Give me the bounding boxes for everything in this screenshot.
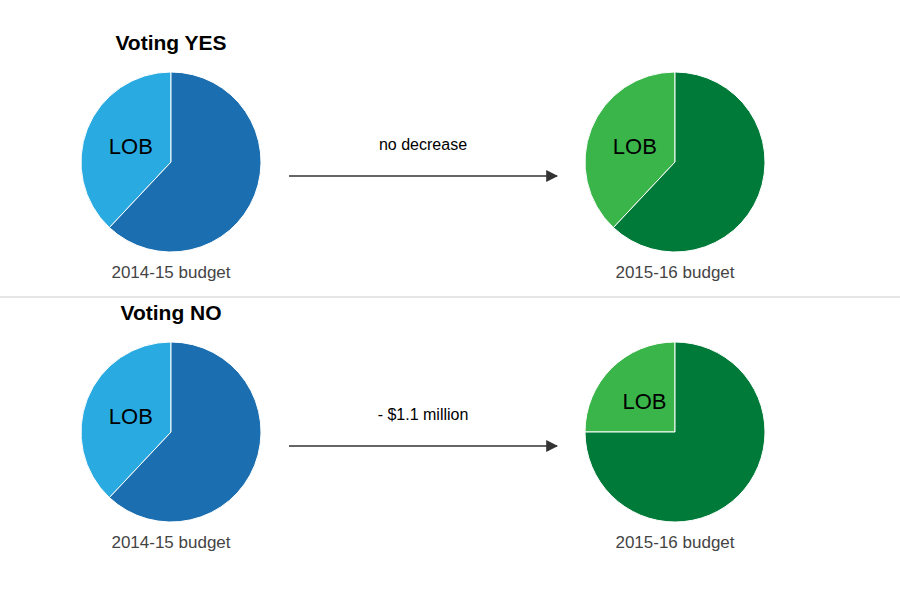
pie-label: 2015-16 budget [615, 533, 734, 552]
pie-slice [613, 72, 765, 252]
arrow [289, 175, 557, 177]
chart-title: Voting YES [115, 31, 226, 54]
pie: LOB [81, 72, 261, 252]
slice-label: LOB [109, 134, 153, 159]
pie: LOB [585, 72, 765, 252]
slice-label: LOB [622, 389, 666, 414]
pie-slice [109, 342, 261, 522]
pie-label: 2015-16 budget [615, 263, 734, 282]
row-divider [0, 297, 900, 298]
chart-title: Voting NO [120, 301, 221, 324]
pie-slice [585, 342, 765, 522]
pie: LOB [585, 342, 765, 522]
annotation: no decrease [379, 136, 467, 153]
pie: LOB [81, 342, 261, 522]
pie-label: 2014-15 budget [111, 533, 230, 552]
arrow [289, 445, 557, 447]
slice-label: LOB [613, 134, 657, 159]
pie-label: 2014-15 budget [111, 263, 230, 282]
pie-slice [109, 72, 261, 252]
chart-root: LOB Voting YES 2014-15 budget LOB 2015-16 bu… [0, 0, 900, 600]
pie-slice [585, 342, 675, 432]
slice-label: LOB [109, 404, 153, 429]
annotation: - $1.1 million [378, 406, 469, 423]
